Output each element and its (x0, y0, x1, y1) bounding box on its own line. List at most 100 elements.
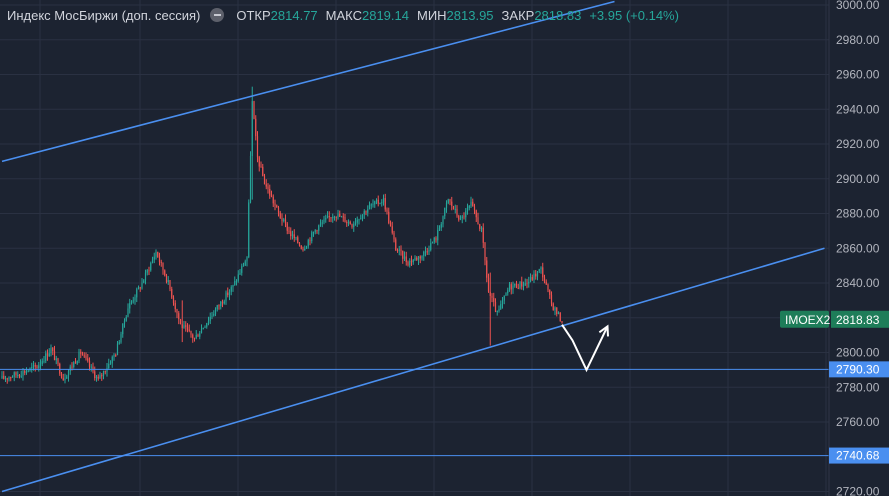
candle-body (438, 227, 441, 230)
candle-body (197, 335, 199, 337)
candle-body (155, 251, 157, 257)
candle-body (358, 219, 360, 221)
candle-body (130, 301, 133, 304)
candle-body (160, 261, 162, 263)
y-tick-label: 3000.00 (836, 0, 880, 12)
candle-body (309, 240, 311, 242)
candle-body (395, 239, 397, 251)
candle-body (505, 293, 507, 296)
candle-body (328, 216, 330, 218)
candle-body (31, 366, 33, 368)
y-tick-label: 2720.00 (836, 485, 880, 496)
candle-body (230, 287, 232, 292)
candle-body (232, 284, 234, 288)
candle-body (486, 260, 488, 278)
candle-body (321, 222, 323, 224)
candle-body (437, 229, 439, 241)
candle-body (312, 232, 315, 234)
candle-body (24, 371, 26, 373)
candle-body (332, 216, 334, 219)
candle-body (398, 249, 400, 251)
candle-body (283, 219, 285, 222)
candle-body (344, 216, 346, 223)
candle-body (473, 206, 476, 211)
candle-body (403, 256, 406, 259)
legend-symbol-title[interactable]: Индекс МосБиржи (доп. сессия) (7, 7, 201, 23)
candle-body (547, 284, 549, 290)
candle-body (479, 224, 481, 229)
candle-body (55, 358, 57, 361)
candle-body (382, 198, 385, 203)
candle-body (94, 371, 96, 379)
candle-body (34, 365, 36, 367)
candle-body (253, 101, 255, 119)
candle-body (127, 308, 129, 317)
candle-body (176, 309, 178, 314)
candle-body (211, 315, 213, 317)
candle-body (90, 366, 92, 368)
candle-body (475, 210, 477, 218)
candle-body (206, 323, 208, 327)
trend-channel-upper-line[interactable] (1, 0, 615, 163)
candle-body (291, 234, 294, 237)
candle-body (456, 208, 458, 216)
candle-body (199, 333, 201, 337)
candle-body (451, 201, 453, 206)
candle-body (32, 365, 35, 367)
candle-body (524, 283, 526, 286)
trend-channel-lower-line[interactable] (1, 247, 825, 493)
y-tick-label: 2880.00 (836, 207, 880, 221)
candle-body (402, 250, 404, 259)
candle-body (347, 221, 350, 223)
legend-close-label: ЗАКР (501, 7, 535, 23)
candle-body (561, 321, 563, 323)
candle-body (136, 289, 138, 298)
candle-body (262, 166, 264, 177)
candle-body (179, 319, 182, 325)
candle-body (466, 207, 469, 211)
candle-body (517, 287, 519, 289)
candle-body (276, 205, 278, 208)
candle-body (225, 292, 227, 302)
candle-body (365, 211, 367, 213)
candle-body (412, 259, 414, 263)
candle-body (78, 351, 80, 362)
forecast-path[interactable] (561, 324, 609, 373)
candle-body (57, 358, 59, 364)
candle-body (319, 223, 322, 226)
candle-body (45, 353, 47, 361)
candle-body (318, 225, 320, 231)
candle-body (88, 360, 91, 367)
candle-body (531, 277, 533, 280)
candle-body (195, 335, 197, 339)
candle-body (375, 199, 378, 202)
candle-body (304, 248, 306, 251)
candle-body (38, 365, 40, 368)
candle-body (115, 354, 117, 356)
candle-body (298, 243, 301, 246)
candle-body (414, 257, 416, 260)
candle-body (391, 226, 393, 233)
candle-body (372, 204, 374, 206)
candle-body (536, 271, 539, 277)
candle-body (407, 261, 409, 266)
candle-body (284, 219, 287, 224)
candle-body (85, 355, 87, 359)
candle-body (463, 216, 465, 218)
candle-body (248, 202, 250, 258)
minus-circle-icon[interactable] (210, 8, 225, 22)
candle-body (8, 377, 10, 379)
candle-body (174, 303, 176, 310)
candle-body (381, 202, 383, 204)
candle-body (426, 251, 428, 253)
candle-body (59, 363, 61, 374)
candle-body (265, 184, 267, 187)
candle-body (15, 372, 17, 375)
candle-body (447, 199, 449, 204)
candle-body (263, 176, 266, 185)
price-axis-panel[interactable] (829, 0, 889, 496)
forecast-arrowhead (598, 324, 609, 337)
candle-body (423, 251, 425, 256)
